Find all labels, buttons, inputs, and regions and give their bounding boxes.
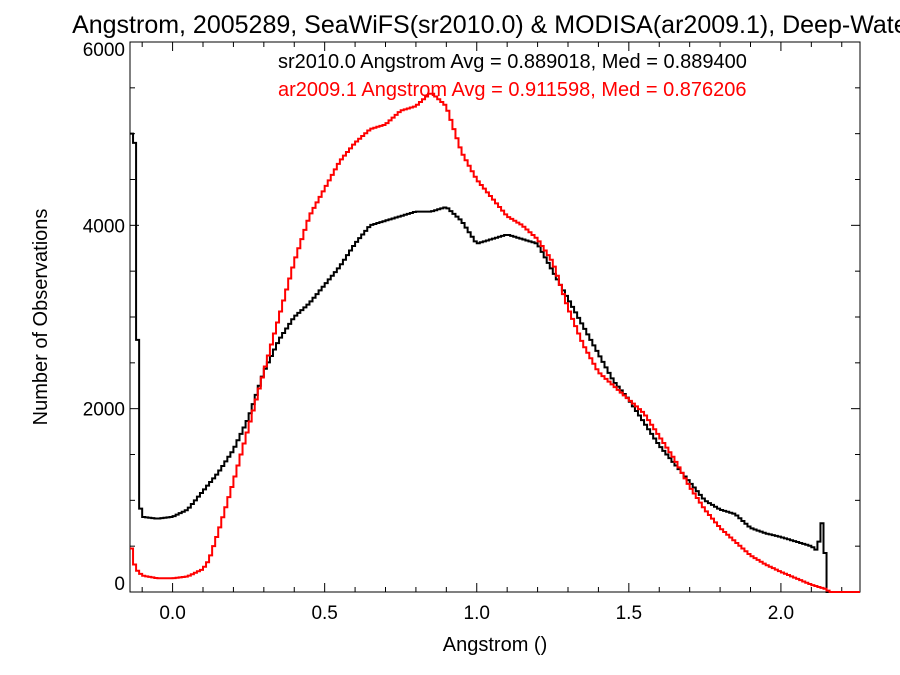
x-tick-label: 2.0 [768, 603, 794, 624]
axis-ticks [130, 41, 860, 593]
y-tick-label: 0 [114, 574, 125, 595]
series-ar2009.1 [130, 92, 860, 593]
chart-title: Angstrom, 2005289, SeaWiFS(sr2010.0) & M… [72, 11, 900, 39]
x-tick-label: 0.5 [311, 603, 337, 624]
plot-area-frame [129, 41, 861, 593]
x-tick-label: 0.0 [159, 603, 185, 624]
y-tick-label: 2000 [83, 400, 125, 421]
y-tick-label: 6000 [83, 40, 125, 61]
x-axis-label: Angstrom () [443, 634, 547, 656]
series-layer [130, 92, 860, 593]
legend-entry-sr2010: sr2010.0 Angstrom Avg = 0.889018, Med = … [278, 51, 747, 73]
legend-entry-ar2009: ar2009.1 Angstrom Avg = 0.911598, Med = … [278, 79, 747, 101]
series-line-sr2010.0 [130, 132, 860, 593]
tick-labels: 0.0 0.5 1.0 1.5 2.0 0 2000 4000 6000 [83, 40, 794, 624]
x-tick-label: 1.5 [616, 603, 642, 624]
x-tick-label: 1.0 [464, 603, 490, 624]
series-sr2010.0 [130, 132, 860, 593]
y-tick-label: 4000 [83, 216, 125, 237]
series-line-ar2009.1 [130, 92, 860, 593]
y-axis-label: Number of Observations [30, 209, 52, 426]
